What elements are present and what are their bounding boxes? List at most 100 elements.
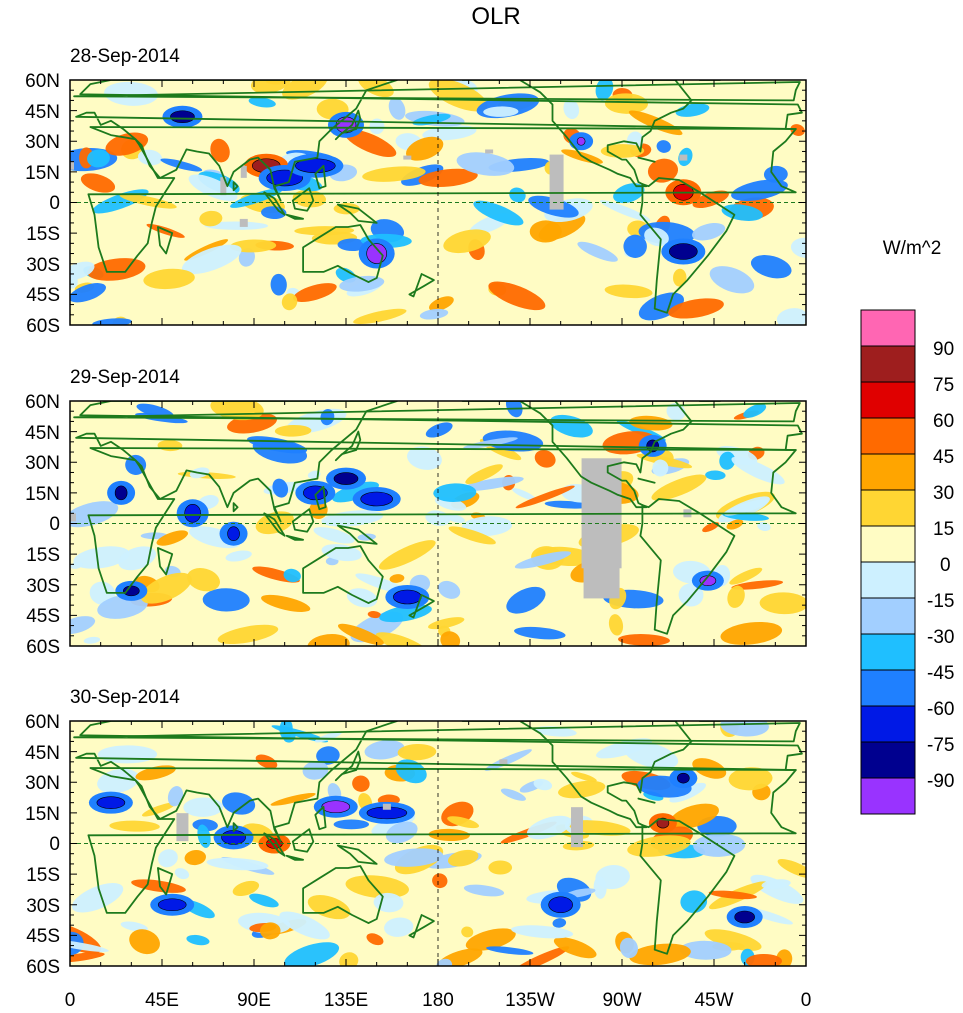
lat-tick-label: 15N <box>25 163 60 184</box>
colorbar-level-label: -75 <box>927 735 954 756</box>
coastline <box>87 126 797 273</box>
anomaly-blob <box>726 519 744 530</box>
anomaly-core <box>157 898 187 912</box>
anomaly-core <box>333 472 359 485</box>
anomaly-core <box>221 830 246 845</box>
anomaly-blob <box>373 892 404 913</box>
lon-tick-label: 90E <box>237 990 271 1011</box>
anomaly-blob <box>80 173 116 193</box>
panel-date-label: 30-Sep-2014 <box>70 687 180 708</box>
colorbar-box <box>860 705 916 743</box>
colorbar-level-label: 0 <box>940 555 951 576</box>
anomaly-blob <box>463 437 518 449</box>
colorbar: W/m^2 90 75 60 45 30 15 0 -15 -30 -45 -6… <box>860 238 954 815</box>
anomaly-blob <box>428 80 488 112</box>
anomaly-blob <box>366 933 384 946</box>
lat-tick-label: 15N <box>25 804 60 825</box>
coastline <box>637 156 656 163</box>
missing-data <box>70 513 76 522</box>
anomaly-blob <box>446 514 465 523</box>
anomaly-blob <box>568 820 631 836</box>
anomaly-blob <box>553 937 597 959</box>
anomaly-blob <box>283 568 301 583</box>
anomaly-core <box>734 910 755 924</box>
anomaly-blob <box>720 621 783 645</box>
anomaly-blob <box>406 136 444 161</box>
anomaly-blob <box>679 940 732 960</box>
anomaly-core <box>393 589 422 605</box>
colorbar-level-label: 90 <box>933 339 954 360</box>
anomaly-blob <box>511 925 574 939</box>
colorbar-box <box>860 381 916 419</box>
coastline <box>639 177 736 314</box>
anomaly-blob <box>270 273 287 296</box>
anomaly-blob <box>745 953 783 966</box>
anomaly-blob <box>593 876 607 899</box>
anomaly-blob <box>229 239 277 253</box>
anomaly-blob <box>544 500 591 509</box>
anomaly-blob <box>379 604 432 623</box>
coastline <box>314 485 327 511</box>
coastline <box>291 828 315 853</box>
lon-tick-label: 135W <box>505 990 555 1011</box>
anomaly-blob <box>250 80 292 94</box>
coastline <box>408 594 435 619</box>
anomaly-blob <box>395 759 427 784</box>
anomaly-blob <box>131 879 186 893</box>
anomaly-blob <box>202 588 250 612</box>
colorbar-box <box>860 345 916 383</box>
anomaly-blob <box>418 168 478 188</box>
lat-tick-label: 30N <box>25 132 60 153</box>
lat-tick-label: 45N <box>25 102 60 123</box>
missing-data <box>240 165 247 178</box>
anomaly-blob <box>314 731 342 743</box>
anomaly-blob <box>529 220 562 243</box>
anomaly-blob <box>302 760 329 780</box>
anomaly-blob <box>440 631 461 646</box>
lon-tick-label: 135E <box>324 990 368 1011</box>
coastline <box>334 109 362 141</box>
anomaly-blob <box>119 193 177 209</box>
lat-tick-label: 30S <box>26 255 60 276</box>
anomaly-blob <box>473 200 524 226</box>
coastlines <box>70 401 806 646</box>
anomaly-blob <box>724 499 769 516</box>
anomaly-blob <box>73 546 130 569</box>
anomaly-blob <box>156 530 189 546</box>
lat-tick-label: 30S <box>26 896 60 917</box>
anomaly-core <box>227 526 240 542</box>
panel-30-sep: 30-Sep-2014 60N 45N 30N 15N 0 15S 30S 45… <box>25 687 807 978</box>
lat-tick-label: 60S <box>26 316 60 337</box>
anomaly-blob <box>790 124 805 136</box>
lon-tick-label: 180 <box>422 990 454 1011</box>
anomaly-blob <box>599 200 651 222</box>
coastline <box>639 498 736 635</box>
lat-tick-label: 15S <box>26 865 60 886</box>
lat-tick-label: 60N <box>25 392 60 413</box>
anomaly-blob <box>333 819 370 830</box>
anomaly-blob <box>691 222 726 241</box>
lat-tick-label: 45N <box>25 423 60 444</box>
lat-tick-label: 45S <box>26 285 60 306</box>
coastline <box>314 164 327 190</box>
anomaly-blob <box>109 820 160 832</box>
map-field <box>70 401 806 646</box>
coastline <box>302 865 384 924</box>
anomaly-blob <box>728 767 773 791</box>
lon-tick-label: 90W <box>602 990 641 1011</box>
anomaly-blob <box>563 99 580 120</box>
lat-tick-label: 45S <box>26 926 60 947</box>
coastline <box>87 767 797 914</box>
colorbar-box <box>860 561 916 599</box>
anomaly-blob <box>483 106 519 117</box>
anomaly-blob <box>704 929 762 951</box>
anomaly-blob <box>514 626 566 640</box>
anomaly-blob <box>419 308 449 320</box>
anomaly-blob <box>222 792 256 815</box>
anomaly-blob <box>316 746 340 765</box>
anomaly-blob <box>181 244 242 275</box>
coastline <box>334 750 362 782</box>
coastline <box>75 401 803 523</box>
anomaly-blob <box>184 850 207 866</box>
